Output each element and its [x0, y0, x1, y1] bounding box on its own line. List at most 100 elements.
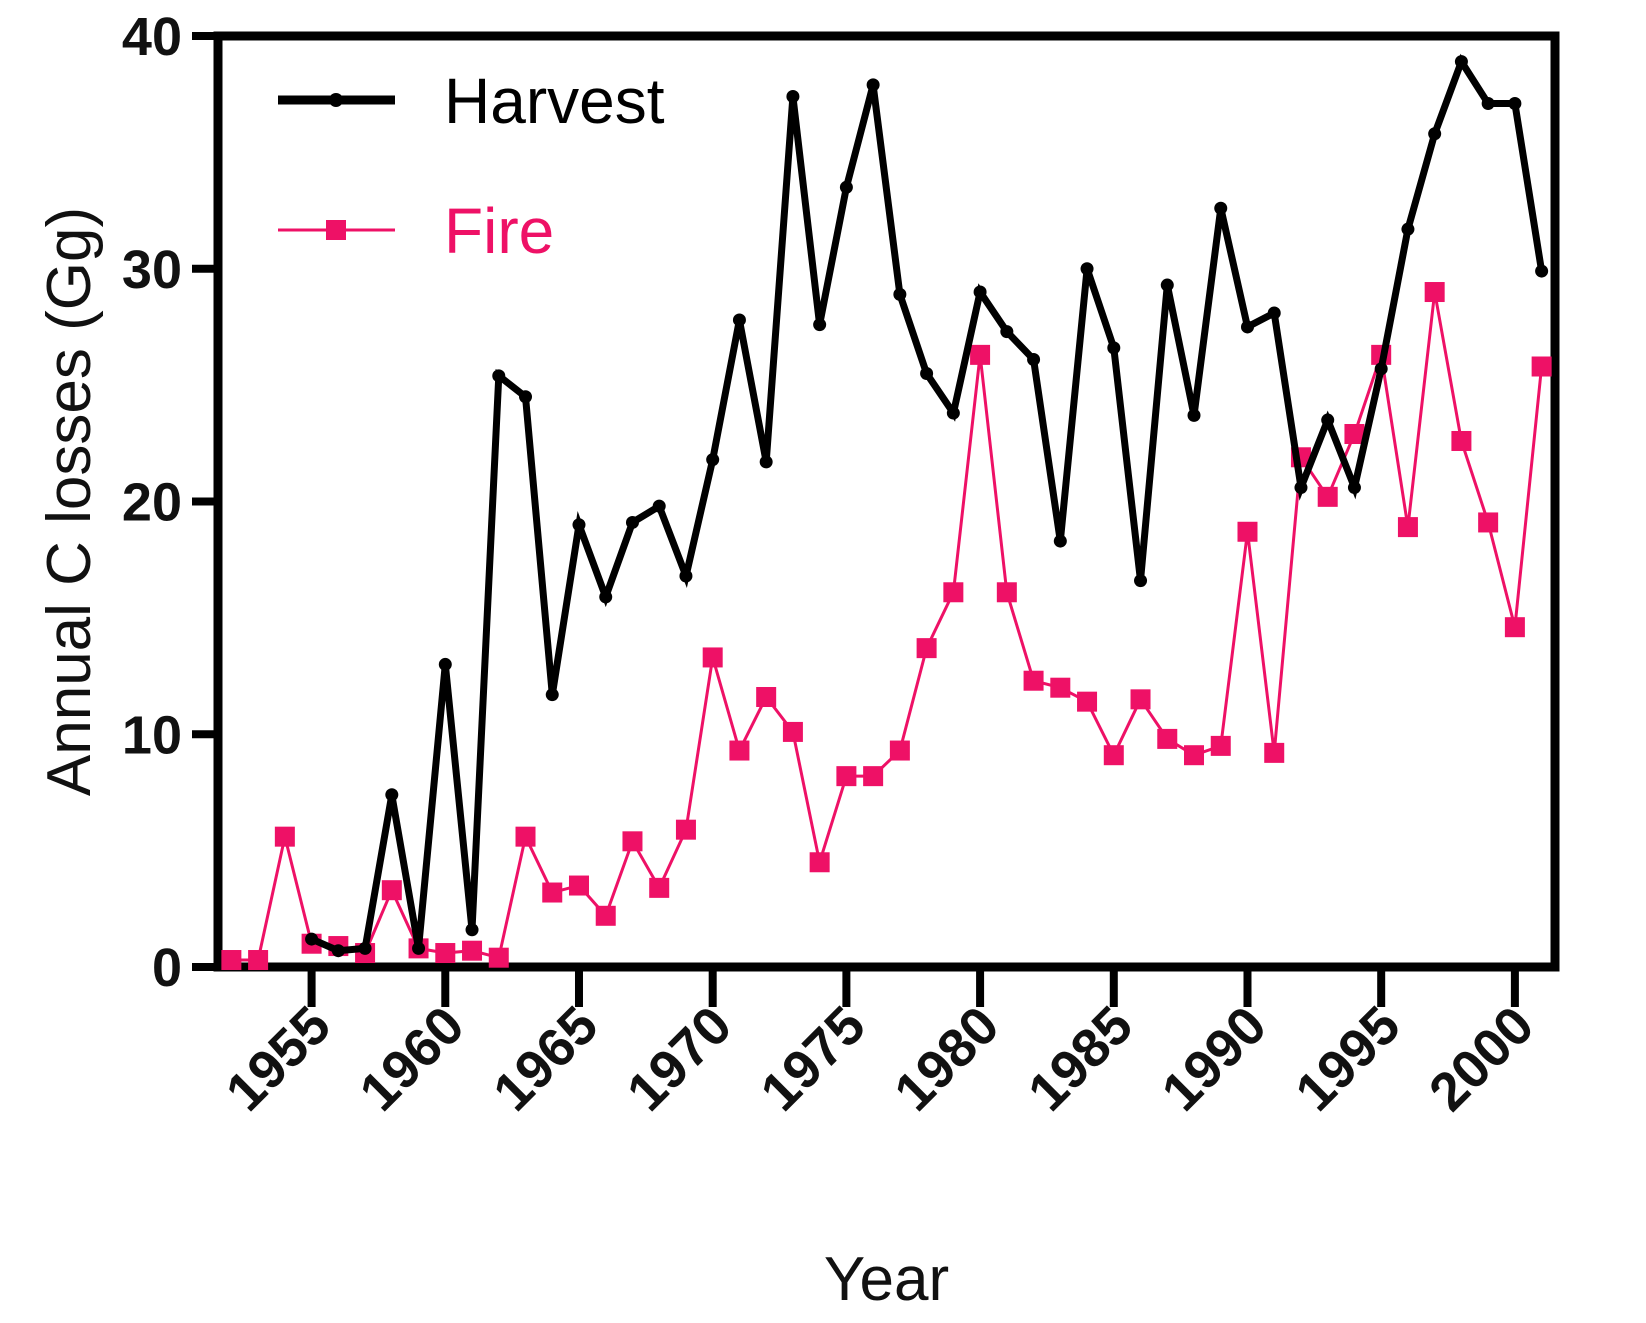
x-tick-label: 1970: [616, 995, 743, 1122]
harvest-point: [1000, 325, 1014, 339]
x-tick-label: 1980: [883, 995, 1010, 1122]
fire-point: [435, 943, 456, 964]
fire-point: [836, 766, 857, 787]
harvest-point: [679, 569, 693, 583]
fire-point: [1344, 424, 1365, 445]
fire-point: [1317, 486, 1338, 507]
harvest-point: [1401, 222, 1415, 236]
y-axis: 0 10 20 30 40: [122, 7, 218, 998]
harvest-point: [331, 944, 345, 958]
fire-point: [248, 950, 269, 971]
harvest-point: [1240, 320, 1254, 334]
harvest-point: [412, 941, 426, 955]
harvest-point: [893, 287, 907, 301]
harvest-point: [305, 932, 319, 946]
harvest-point: [545, 688, 559, 702]
fire-point: [729, 740, 750, 761]
x-axis-title: Year: [824, 1245, 949, 1314]
y-tick-label: 40: [122, 7, 182, 67]
fire-point: [568, 875, 589, 896]
harvest-point: [1267, 306, 1281, 320]
harvest-point: [519, 390, 533, 404]
fire-point: [756, 687, 777, 708]
series-layer: [221, 53, 1552, 971]
x-tick-label: 1965: [482, 995, 609, 1122]
harvest-point: [358, 941, 372, 955]
fire-point: [595, 905, 616, 926]
fire-point: [889, 740, 910, 761]
fire-point: [916, 638, 937, 659]
harvest-point: [866, 78, 880, 92]
harvest-point: [1481, 96, 1495, 110]
x-tick-label: 1985: [1017, 995, 1144, 1122]
fire-point: [970, 344, 991, 365]
harvest-point: [572, 518, 586, 532]
fire-point: [1424, 282, 1445, 303]
x-tick-label: 1960: [348, 995, 475, 1122]
harvest-point: [652, 499, 666, 513]
fire-point: [1077, 691, 1098, 712]
legend-fire-label: Fire: [444, 195, 554, 267]
x-axis: 1955 1960 1965 1970 1975 1980 1985 1990 1995 2000: [215, 967, 1545, 1122]
harvest-point: [1321, 413, 1335, 427]
y-tick-label: 20: [122, 473, 182, 533]
fire-point: [462, 940, 483, 961]
harvest-point: [839, 180, 853, 194]
fire-point: [943, 582, 964, 603]
fire-point: [1531, 356, 1552, 377]
harvest-point: [1134, 574, 1148, 588]
fire-point: [1210, 735, 1231, 756]
fire-point: [1264, 742, 1285, 763]
harvest-point: [438, 657, 452, 671]
harvest-point: [465, 923, 479, 937]
harvest-point: [1428, 127, 1442, 141]
fire-point: [221, 950, 242, 971]
fire-point: [1050, 677, 1071, 698]
harvest-point: [1374, 362, 1388, 376]
y-tick-label: 10: [122, 705, 182, 765]
harvest-point: [625, 515, 639, 529]
y-axis-title: Annual C losses (Gg): [35, 207, 104, 796]
fire-point: [1023, 670, 1044, 691]
x-tick-label: 2000: [1418, 995, 1545, 1122]
harvest-point: [1107, 341, 1121, 355]
series-harvest: [305, 53, 1549, 958]
fire-point: [702, 647, 723, 668]
harvest-point: [385, 788, 399, 802]
y-tick-label: 0: [152, 938, 182, 998]
harvest-point: [1454, 55, 1468, 69]
fire-point: [1184, 745, 1205, 766]
fire-point: [1397, 517, 1418, 538]
legend: Harvest Fire: [278, 65, 665, 267]
fire-point: [996, 582, 1017, 603]
harvest-point: [1160, 278, 1174, 292]
harvest-point: [759, 455, 773, 469]
x-tick-label: 1995: [1284, 995, 1411, 1122]
fire-point: [622, 831, 643, 852]
series-fire: [221, 282, 1552, 971]
harvest-point: [1027, 353, 1041, 367]
harvest-point: [1294, 481, 1308, 495]
legend-harvest-label: Harvest: [444, 65, 665, 137]
fire-point: [1157, 728, 1178, 749]
harvest-point: [946, 406, 960, 420]
fire-point: [542, 882, 563, 903]
fire-point: [1504, 617, 1525, 638]
harvest-point: [813, 318, 827, 332]
fire-point: [782, 721, 803, 742]
harvest-point: [973, 285, 987, 299]
fire-point: [863, 766, 884, 787]
harvest-point: [1080, 262, 1094, 276]
harvest-point: [599, 590, 613, 604]
fire-point: [649, 877, 670, 898]
harvest-point: [1535, 264, 1549, 278]
harvest-point: [1508, 96, 1522, 110]
fire-point: [1103, 745, 1124, 766]
fire-point: [675, 819, 696, 840]
x-tick-label: 1990: [1151, 995, 1278, 1122]
harvest-point: [1053, 534, 1067, 548]
fire-point: [274, 826, 295, 847]
x-tick-label: 1955: [215, 995, 342, 1122]
harvest-point: [492, 369, 506, 383]
